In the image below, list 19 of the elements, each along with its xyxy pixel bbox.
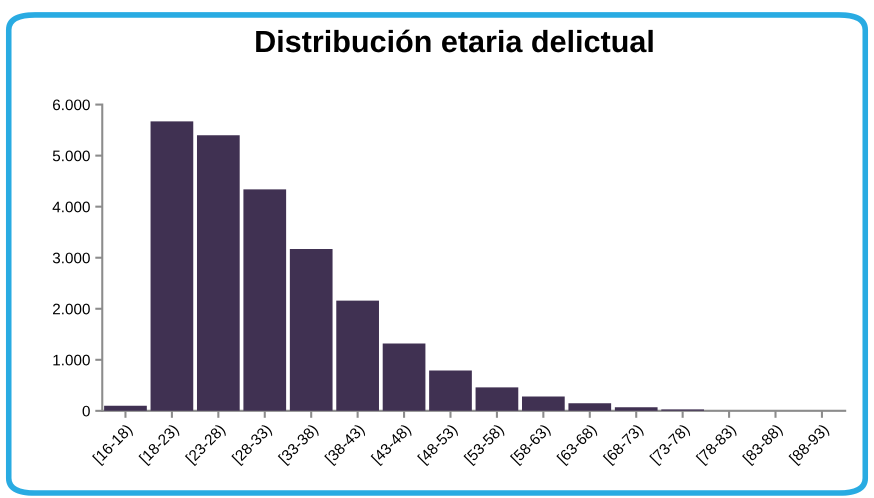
bar — [382, 343, 426, 411]
bar — [336, 300, 379, 411]
bar — [104, 406, 147, 411]
y-tick-label: 0 — [82, 406, 90, 417]
y-tick-label: 1.000 — [53, 354, 90, 366]
y-tick-label: 6.000 — [53, 99, 90, 110]
y-tick-label: 5.000 — [52, 150, 90, 162]
bar — [429, 370, 472, 411]
bar — [150, 121, 194, 411]
bar — [476, 387, 518, 411]
chart-title: Distribución etaria delictual — [256, 30, 653, 52]
bar — [522, 396, 565, 411]
bar — [243, 189, 286, 411]
bar — [196, 135, 240, 411]
bar — [290, 249, 333, 411]
y-tick-label: 4.000 — [52, 202, 90, 212]
bar — [568, 403, 612, 411]
y-tick-label: 3.000 — [52, 252, 90, 264]
y-tick-label: 2.000 — [52, 304, 90, 314]
